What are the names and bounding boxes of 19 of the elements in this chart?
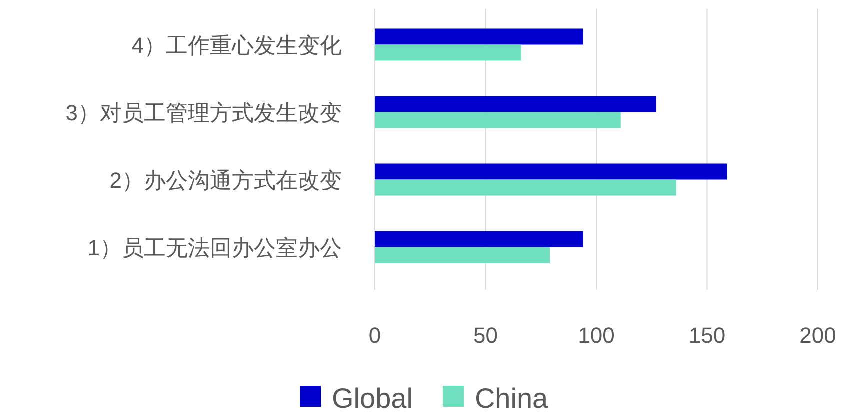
bar [375, 180, 676, 196]
x-tick-label: 150 [688, 323, 726, 348]
y-tick-label: 3）对员工管理方式发生改变 [66, 100, 342, 126]
legend-label: Global [332, 383, 413, 413]
x-tick-label: 100 [578, 323, 615, 348]
bar [375, 247, 550, 264]
y-tick-label: 2）办公沟通方式在改变 [110, 168, 342, 193]
x-tick-label: 0 [368, 323, 382, 348]
bar [375, 164, 728, 180]
bar [375, 28, 584, 45]
bar [375, 112, 621, 128]
x-tick-label: 50 [474, 323, 498, 348]
bar [375, 231, 584, 248]
bar [375, 96, 656, 112]
bar [375, 44, 522, 61]
y-tick-label: 1）员工无法回办公室办公 [88, 235, 342, 260]
legend-label: China [474, 383, 549, 413]
y-tick-label: 4）工作重心发生变化 [132, 32, 342, 58]
x-tick-label: 200 [800, 323, 836, 348]
